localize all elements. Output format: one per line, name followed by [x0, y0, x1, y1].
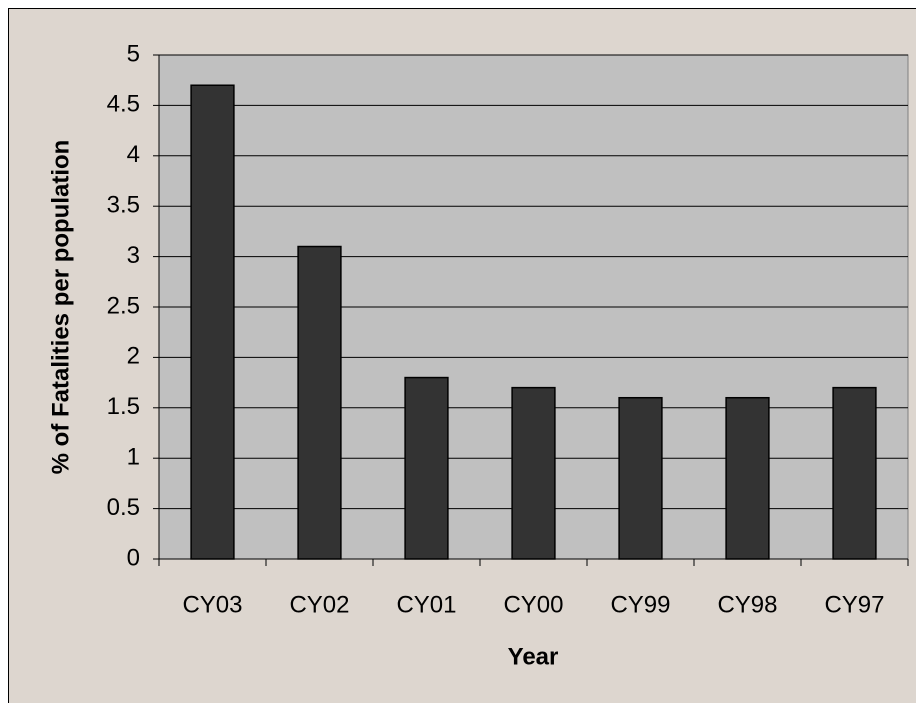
bar: [832, 386, 877, 560]
y-axis-title: % of Fatalities per population: [47, 140, 74, 475]
x-tick-label: CY00: [503, 591, 563, 618]
bar: [404, 376, 449, 560]
y-tick-label: 4: [127, 141, 140, 168]
x-tick-label: CY01: [396, 591, 456, 618]
bar: [190, 84, 235, 560]
bar: [297, 245, 342, 560]
y-tick-label: 1.5: [107, 393, 140, 420]
bar: [618, 396, 663, 560]
y-tick-label: 0: [127, 544, 140, 571]
y-tick-label: 3.5: [107, 192, 140, 219]
y-tick-label: 5: [127, 40, 140, 67]
y-tick-label: 2.5: [107, 292, 140, 319]
y-tick-label: 3: [127, 242, 140, 269]
y-tick-label: 2: [127, 343, 140, 370]
x-axis-title: Year: [508, 643, 559, 670]
x-tick-label: CY03: [182, 591, 242, 618]
x-tick-label: CY97: [824, 591, 884, 618]
bar: [725, 396, 770, 560]
y-tick-label: 0.5: [107, 494, 140, 521]
bar: [511, 386, 556, 560]
y-tick-label: 4.5: [107, 91, 140, 118]
x-tick-label: CY99: [610, 591, 670, 618]
y-tick-label: 1: [127, 444, 140, 471]
x-tick-label: CY02: [289, 591, 349, 618]
x-tick-label: CY98: [717, 591, 777, 618]
